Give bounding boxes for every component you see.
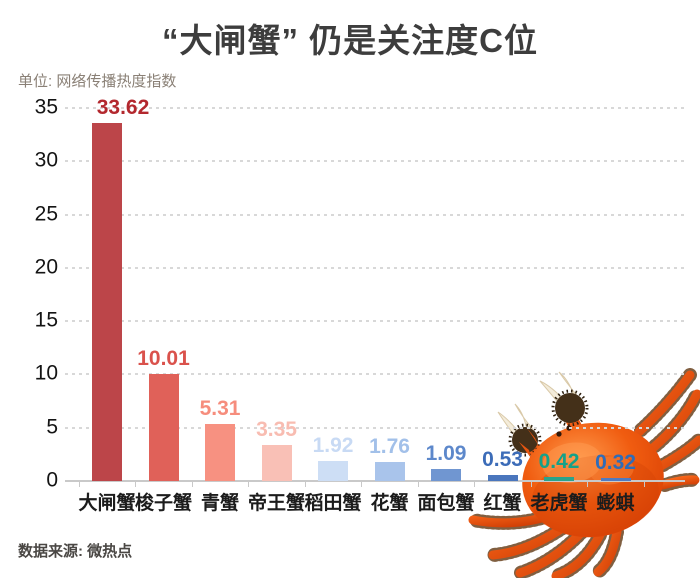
x-axis-tick xyxy=(248,482,250,487)
bar-value-label: 0.42 xyxy=(538,449,580,473)
x-axis-tick xyxy=(191,482,193,487)
bar-value-label: 0.32 xyxy=(595,450,636,474)
y-axis-tick-label: 35 xyxy=(34,95,58,119)
bar-value-label: 0.53 xyxy=(482,448,523,472)
bar-大闸蟹 xyxy=(92,122,122,481)
bar-value-label: 3.35 xyxy=(256,418,297,442)
unit-label: 单位: 网络传播热度指数 xyxy=(18,73,177,90)
bar-value-label: 1.09 xyxy=(425,442,467,466)
x-axis-tick xyxy=(304,482,306,487)
y-gridline xyxy=(65,160,685,163)
bar-花蟹 xyxy=(374,462,405,481)
y-axis-tick-label: 25 xyxy=(34,202,58,226)
x-axis-tick xyxy=(530,482,532,487)
bar-帝王蟹 xyxy=(261,445,292,481)
x-axis-category-label: 蟛蜞 xyxy=(596,493,635,514)
bar-value-label: 10.01 xyxy=(137,347,190,371)
y-axis-tick-label: 15 xyxy=(34,308,58,332)
x-axis-category-label: 花蟹 xyxy=(370,493,409,514)
x-axis-category-label: 青蟹 xyxy=(200,493,240,514)
data-source-label: 数据来源: 微热点 xyxy=(18,543,133,560)
bar-稻田蟹 xyxy=(318,460,348,481)
y-axis-tick-label: 5 xyxy=(46,415,58,439)
x-axis-line xyxy=(65,480,685,482)
x-axis-category-label: 面包蟹 xyxy=(417,493,475,514)
carapace-spikes xyxy=(519,428,539,458)
y-gridline xyxy=(65,373,685,376)
y-axis-tick-label: 30 xyxy=(34,148,58,172)
x-axis-tick xyxy=(135,482,137,487)
y-axis-tick-label: 20 xyxy=(34,255,58,279)
chart-title: “大闸蟹” 仍是关注度C位 xyxy=(162,22,538,59)
furry-claw-mittens xyxy=(508,389,589,457)
x-axis-tick xyxy=(474,482,476,487)
bar-面包蟹 xyxy=(431,469,461,481)
x-axis-category-label: 老虎蟹 xyxy=(530,493,588,514)
x-axis-category-label: 红蟹 xyxy=(483,493,522,514)
x-axis-tick xyxy=(643,482,645,487)
bar-蟛蜞 xyxy=(600,477,631,481)
x-axis-category-label: 梭子蟹 xyxy=(134,493,193,514)
y-gridline xyxy=(65,426,685,429)
x-axis-tick xyxy=(417,482,419,487)
y-axis-tick-label: 0 xyxy=(46,468,58,492)
y-gridline xyxy=(65,213,685,216)
y-gridline xyxy=(65,320,685,323)
x-axis-category-label: 稻田蟹 xyxy=(304,493,362,514)
bar-value-label: 5.31 xyxy=(199,397,241,421)
bar-value-label: 1.76 xyxy=(369,435,410,459)
bar-value-label: 33.62 xyxy=(96,95,150,119)
bar-value-label: 1.92 xyxy=(312,433,354,457)
y-gridline xyxy=(65,107,685,109)
x-axis-tick xyxy=(78,482,80,487)
x-axis-tick xyxy=(361,482,363,487)
y-axis-tick-label: 10 xyxy=(34,361,58,385)
bar-红蟹 xyxy=(487,475,518,481)
bar-梭子蟹 xyxy=(148,374,179,481)
bar-青蟹 xyxy=(205,424,235,481)
bar-老虎蟹 xyxy=(544,476,574,481)
crab-eye xyxy=(556,431,562,437)
x-axis-category-label: 帝王蟹 xyxy=(247,493,306,514)
y-gridline xyxy=(65,266,685,269)
x-axis-category-label: 大闸蟹 xyxy=(78,493,136,514)
x-axis-tick xyxy=(587,482,589,487)
